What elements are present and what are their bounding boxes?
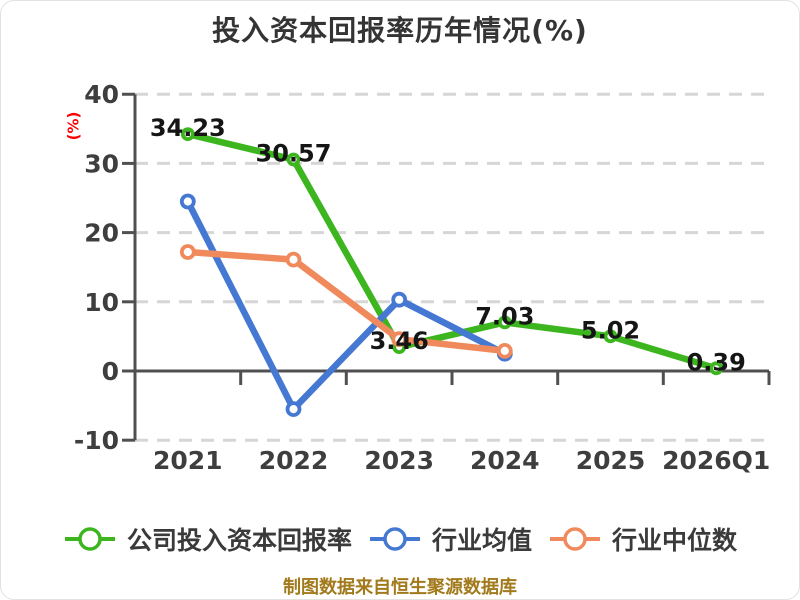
value-label: 34.23 bbox=[150, 114, 226, 142]
series-line-0 bbox=[184, 130, 720, 372]
legend-item-2: 行业中位数 bbox=[548, 521, 737, 557]
data-point bbox=[391, 291, 408, 308]
value-label: 7.03 bbox=[475, 302, 534, 330]
data-point bbox=[179, 244, 196, 260]
y-tick-label: 30 bbox=[84, 149, 119, 178]
legend-label: 公司投入资本回报率 bbox=[126, 526, 352, 555]
value-label: 30.57 bbox=[256, 140, 332, 168]
chart-plot: 40 30 20 10 0 -10 2021 2022 2023 2024 2025 2026Q1 34… bbox=[74, 80, 771, 475]
data-point bbox=[497, 315, 512, 330]
x-tick-label: 2026Q1 bbox=[662, 446, 770, 475]
series-line-2 bbox=[184, 248, 509, 355]
data-point bbox=[286, 152, 301, 167]
chart-title: 投入资本回报率历年情况(%) bbox=[212, 14, 588, 47]
data-point bbox=[285, 401, 302, 418]
legend-label: 行业中位数 bbox=[612, 526, 738, 555]
data-point bbox=[179, 193, 196, 210]
data-point bbox=[709, 361, 724, 376]
y-tick-label: -10 bbox=[74, 426, 119, 455]
legend-marker-icon bbox=[64, 527, 115, 551]
data-point bbox=[496, 342, 513, 359]
x-tick-label: 2023 bbox=[364, 446, 434, 475]
y-tick-label: 40 bbox=[84, 80, 119, 109]
data-point bbox=[391, 331, 408, 348]
value-label: 0.39 bbox=[687, 348, 746, 376]
x-tick-label: 2022 bbox=[259, 446, 329, 475]
legend: 公司投入资本回报率 行业均值 行业中位数 bbox=[1, 521, 799, 557]
legend-marker-icon bbox=[369, 527, 420, 551]
legend-label: 行业均值 bbox=[431, 526, 532, 555]
data-point bbox=[285, 251, 302, 268]
data-point bbox=[603, 329, 618, 344]
data-source-note: 制图数据来自恒生聚源数据库 bbox=[283, 577, 517, 598]
x-tick-label: 2021 bbox=[153, 446, 223, 475]
y-tick-label: 0 bbox=[102, 357, 119, 386]
legend-item-0: 公司投入资本回报率 bbox=[63, 521, 352, 557]
value-label: 3.46 bbox=[370, 327, 429, 355]
x-tick-label: 2024 bbox=[470, 446, 540, 475]
y-tick-label: 20 bbox=[84, 219, 119, 248]
x-tick-label: 2025 bbox=[576, 446, 646, 475]
legend-item-1: 行业均值 bbox=[368, 521, 532, 557]
legend-marker-icon bbox=[550, 527, 600, 551]
value-label: 5.02 bbox=[581, 316, 640, 344]
y-tick-label: 10 bbox=[84, 288, 119, 317]
series-line-1 bbox=[184, 198, 509, 413]
data-point bbox=[180, 127, 195, 142]
